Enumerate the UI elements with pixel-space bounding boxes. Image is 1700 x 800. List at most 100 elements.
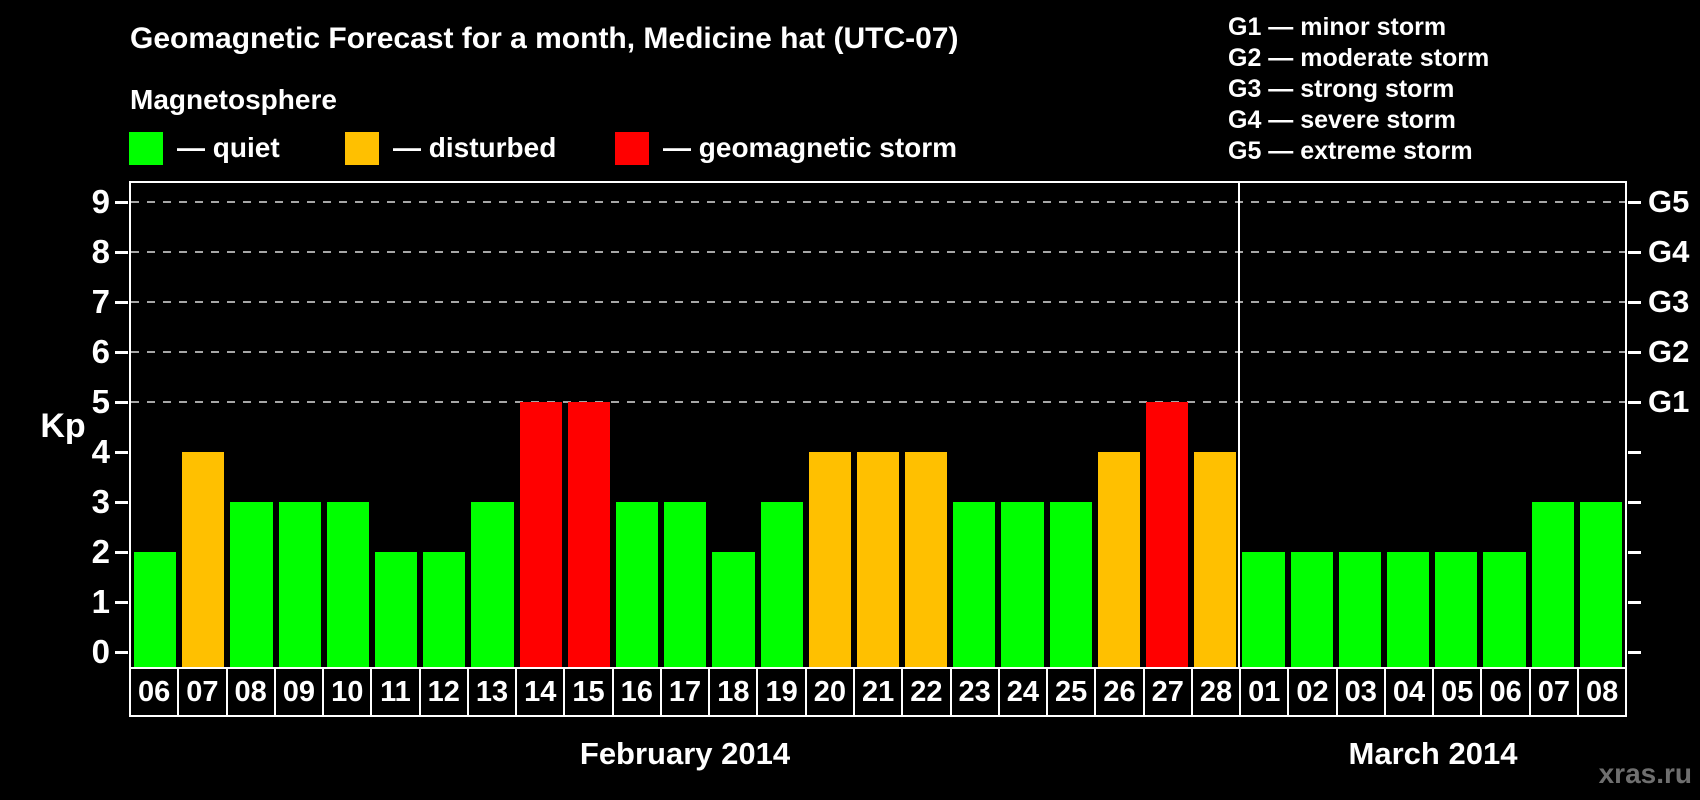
day-label: 14	[517, 669, 566, 715]
day-label: 27	[1145, 669, 1193, 715]
kp-bar-day-22	[905, 452, 948, 667]
day-label: 07	[179, 669, 228, 715]
gridline-kp6	[131, 351, 1625, 353]
kp-bar-day-25	[1049, 502, 1092, 667]
kp-bar-day-28	[1194, 452, 1237, 667]
y-axis-tick-left-9	[115, 201, 128, 204]
legend-label-quiet: — quiet	[177, 132, 280, 163]
month-label-february: February 2014	[579, 736, 791, 771]
storm-color-swatch	[615, 131, 649, 165]
day-label: 20	[807, 669, 855, 715]
day-label: 07	[1531, 669, 1579, 715]
g-axis-tick-label-g1: G1	[1648, 384, 1690, 419]
legend-item-disturbed: — disturbed	[345, 130, 556, 166]
kp-bar-day-07	[182, 452, 225, 667]
kp-bar-day-13	[471, 502, 514, 667]
y-axis-tick-left-3	[115, 501, 128, 504]
kp-bar-day-09	[278, 502, 321, 667]
kp-bar-day-16	[615, 502, 659, 667]
month-separator	[1238, 183, 1241, 667]
g-legend-item-g3: G3 — strong storm	[1228, 75, 1455, 103]
kp-bar-day-24	[1001, 502, 1044, 667]
quiet-color-swatch	[129, 131, 163, 165]
g-axis-tick-label-g3: G3	[1648, 284, 1690, 319]
y-axis-tick-left-4	[115, 451, 128, 454]
y-axis-tick-label-1: 1	[91, 583, 110, 620]
y-axis-tick-label-0: 0	[91, 633, 110, 670]
y-axis-tick-right-6	[1628, 351, 1641, 354]
day-label: 25	[1048, 669, 1097, 715]
disturbed-color-swatch	[345, 131, 379, 165]
day-label: 19	[758, 669, 807, 715]
y-axis-tick-label-7: 7	[91, 283, 110, 320]
kp-bar-day-06	[134, 552, 177, 667]
kp-bar-day-20	[808, 452, 851, 667]
month-label-march: March 2014	[1348, 736, 1518, 771]
day-label: 18	[710, 669, 759, 715]
y-axis-tick-left-6	[115, 351, 128, 354]
y-axis-tick-right-9	[1628, 201, 1641, 204]
day-label: 26	[1096, 669, 1145, 715]
y-axis-tick-label-3: 3	[91, 483, 110, 520]
kp-bar-day-12	[423, 552, 466, 667]
legend-label-disturbed: — disturbed	[393, 132, 557, 163]
kp-bar-day-02	[1290, 552, 1333, 667]
kp-bar-day-07	[1531, 502, 1574, 667]
day-label: 10	[324, 669, 373, 715]
y-axis-tick-right-1	[1628, 601, 1641, 604]
day-label: 16	[614, 669, 662, 715]
y-axis-tick-right-7	[1628, 301, 1641, 304]
legend-item-quiet: — quiet	[129, 130, 280, 166]
g-legend-item-g2: G2 — moderate storm	[1228, 44, 1490, 72]
y-axis-tick-label-6: 6	[91, 333, 110, 370]
kp-bar-day-21	[856, 452, 900, 667]
kp-axis-label: Kp	[40, 407, 86, 445]
legend-item-storm: — geomagnetic storm	[615, 130, 957, 166]
day-label: 28	[1193, 669, 1242, 715]
day-label: 01	[1241, 669, 1290, 715]
y-axis-tick-label-8: 8	[91, 233, 110, 270]
legend-label-storm: — geomagnetic storm	[663, 132, 958, 163]
page-title: Geomagnetic Forecast for a month, Medici…	[130, 22, 959, 55]
y-axis-tick-left-8	[115, 251, 128, 254]
kp-bar-day-11	[374, 552, 418, 667]
g-axis-tick-label-g4: G4	[1648, 234, 1690, 269]
day-label: 15	[565, 669, 614, 715]
day-label: 17	[662, 669, 711, 715]
y-axis-tick-right-5	[1628, 401, 1641, 404]
day-label: 02	[1289, 669, 1338, 715]
day-label: 05	[1434, 669, 1483, 715]
kp-bar-day-14	[519, 402, 562, 667]
y-axis-tick-right-3	[1628, 501, 1641, 504]
day-label: 03	[1338, 669, 1386, 715]
kp-bar-day-10	[326, 502, 369, 667]
gridline-kp8	[131, 251, 1625, 253]
y-axis-tick-right-2	[1628, 551, 1641, 554]
gridline-kp7	[131, 301, 1625, 303]
kp-bar-day-08	[230, 502, 273, 667]
kp-bar-day-06	[1483, 552, 1526, 667]
day-label: 13	[469, 669, 518, 715]
day-label: 04	[1386, 669, 1435, 715]
kp-bar-day-15	[567, 402, 610, 667]
kp-bar-day-18	[712, 552, 755, 667]
y-axis-tick-right-0	[1628, 651, 1641, 654]
day-label: 22	[903, 669, 952, 715]
g-scale-legend: G1 — minor storm G2 — moderate storm G3 …	[1228, 12, 1489, 167]
y-axis-tick-left-7	[115, 301, 128, 304]
y-axis-tick-label-2: 2	[91, 533, 110, 570]
kp-bar-day-08	[1579, 502, 1622, 667]
gridline-kp9	[131, 201, 1625, 203]
g-axis-tick-label-g2: G2	[1648, 334, 1690, 369]
kp-bar-day-26	[1097, 452, 1141, 667]
y-axis-tick-right-4	[1628, 451, 1641, 454]
day-label-row: 06 07 08 09 10 11 12 13 14 15 16 17 18 19 20 21 22 23 24 25…	[129, 667, 1627, 717]
g-legend-item-g5: G5 — extreme storm	[1228, 137, 1473, 165]
kp-bar-day-17	[664, 502, 707, 667]
kp-bar-day-27	[1146, 402, 1189, 667]
day-label: 09	[276, 669, 325, 715]
day-label: 11	[372, 669, 421, 715]
y-axis-tick-left-2	[115, 551, 128, 554]
y-axis-tick-right-8	[1628, 251, 1641, 254]
kp-bar-day-19	[760, 502, 803, 667]
